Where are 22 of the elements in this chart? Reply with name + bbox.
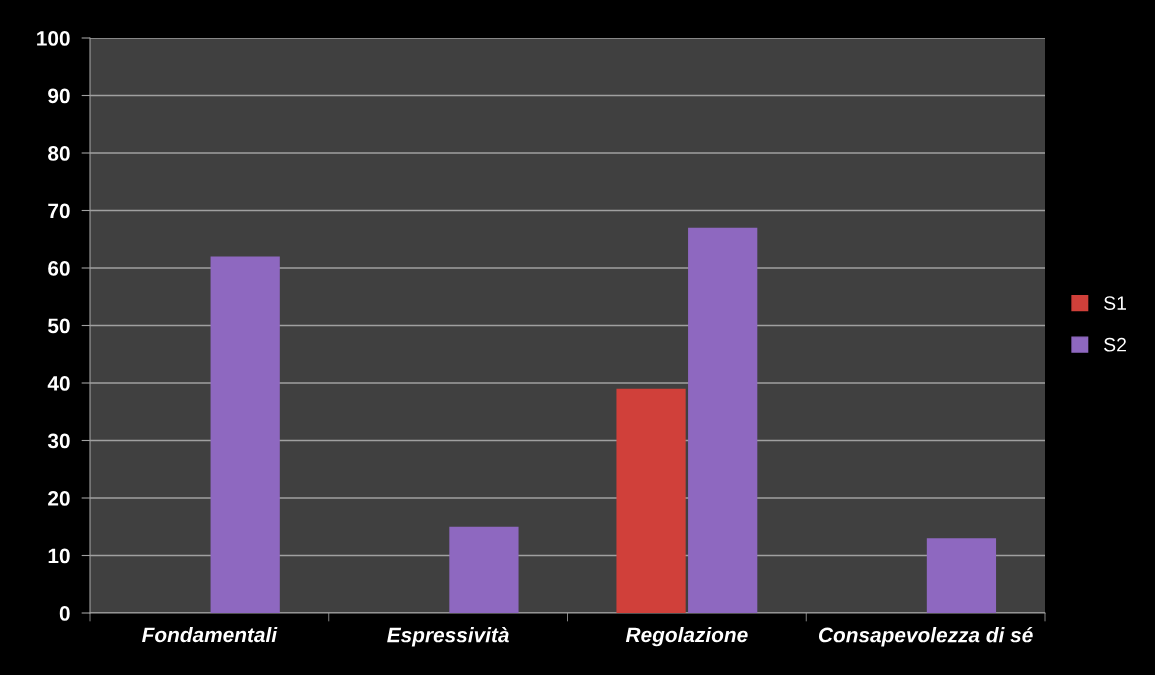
y-tick-label: 90 [48,88,70,104]
x-tick-label: Fondamentali [142,626,278,643]
x-tick-label: Consapevolezza di sé [818,626,1033,647]
bar [210,256,280,613]
x-tick-label: Espressività [387,626,509,647]
y-tick-label: 40 [47,376,70,391]
bar [616,388,686,613]
legend-label: S2 [1104,337,1126,352]
bar [926,538,997,613]
y-tick-label: 10 [48,548,70,564]
y-tick-label: 0 [59,606,70,621]
y-tick-label: 100 [37,31,70,46]
y-tick-label: 70 [48,203,70,219]
y-tick-label: 50 [48,318,70,334]
x-tick-label: Regolazione [625,626,748,647]
y-tick-label: 20 [48,491,70,506]
y-tick-label: 80 [48,146,70,161]
legend-label: S1 [1104,296,1126,310]
bar [688,227,758,613]
bar [449,526,519,613]
y-tick-label: 30 [47,433,70,449]
y-tick-label: 60 [48,261,70,276]
